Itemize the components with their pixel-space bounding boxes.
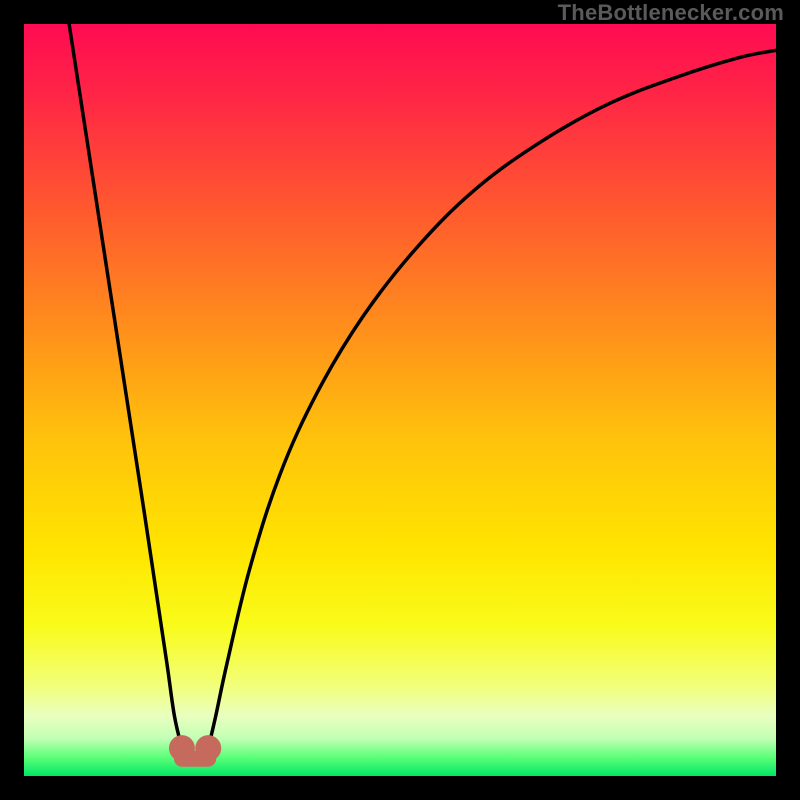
watermark-text: TheBottlenecker.com [558, 0, 784, 26]
bottleneck-chart [0, 0, 800, 800]
min-marker-1 [195, 735, 221, 761]
min-marker-0 [169, 735, 195, 761]
plot-area [24, 24, 776, 776]
